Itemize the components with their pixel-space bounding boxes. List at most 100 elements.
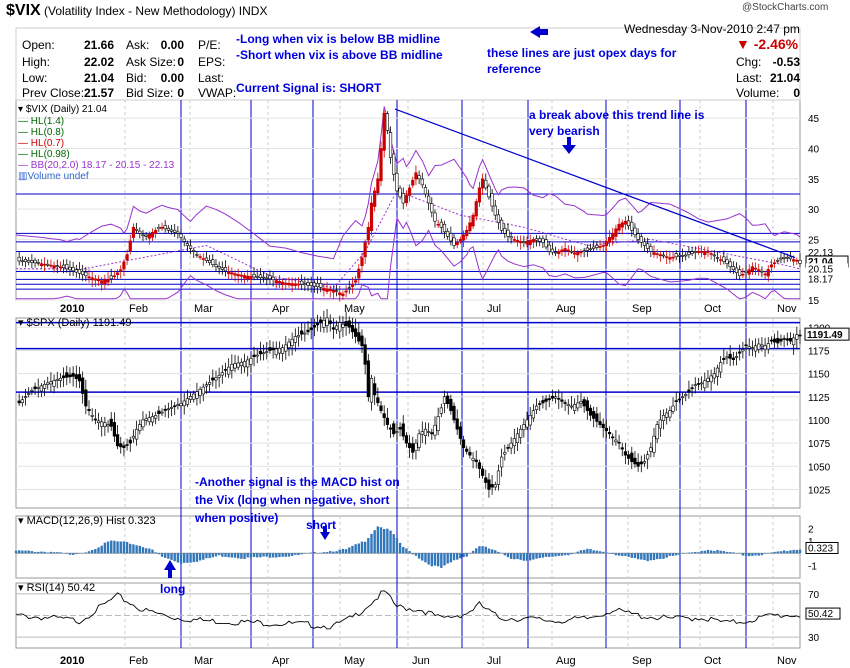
spx-candle [306, 329, 310, 333]
spx-candle [195, 391, 199, 399]
vix-candle [585, 247, 589, 251]
spx-candle [728, 353, 732, 359]
macd-hist-bar [24, 550, 27, 554]
vix-candle [252, 274, 256, 278]
macd-hist-bar [732, 552, 735, 554]
macd-hist-bar [75, 553, 78, 555]
spx-candle [357, 332, 361, 342]
vix-candle [96, 279, 101, 281]
vix-candle [334, 290, 339, 292]
macd-hist-bar [27, 550, 30, 554]
macd-hist-bar [132, 544, 135, 554]
vix-candle [769, 264, 774, 268]
spx-candle [477, 462, 482, 469]
spx-candle [658, 419, 662, 429]
vix-candle [46, 263, 50, 266]
vix-candle [538, 238, 542, 242]
month-label-bottom: 2010 [60, 655, 84, 667]
spx-last-label: 1191.49 [807, 330, 843, 341]
macd-hist-bar [519, 553, 522, 560]
macd-hist-bar [110, 540, 113, 554]
macd-hist-bar [214, 553, 218, 557]
vix-candle [315, 283, 320, 287]
rsi-last-label-box [805, 607, 841, 620]
macd-hist-bar [579, 550, 583, 554]
vix-candle [192, 250, 196, 252]
vix-candle [731, 266, 735, 270]
vix-candle [176, 231, 180, 234]
spx-candle [553, 396, 558, 399]
vix-candle [354, 280, 358, 283]
macd-hist-bar [598, 551, 602, 554]
month-label-top: Jun [412, 303, 430, 315]
macd-hist-bar [198, 553, 202, 561]
vix-candle [687, 251, 691, 255]
vix-candle [500, 219, 504, 231]
vix-candle [173, 229, 177, 233]
spx-candle [338, 322, 342, 332]
macd-hist-bar [360, 541, 364, 554]
vix-candle [233, 273, 237, 276]
vix-candle [522, 241, 526, 244]
month-label-bottom: Apr [272, 655, 289, 667]
macd-hist-bar [398, 542, 402, 554]
spx-candle [179, 402, 183, 407]
macd-hist-bar [265, 553, 268, 557]
macd-hist-bar [17, 550, 21, 554]
vix-candle [284, 282, 288, 285]
vix-candle [246, 275, 250, 280]
macd-hist-bar [649, 553, 653, 561]
spx-candle [122, 445, 126, 449]
spx-candle [303, 332, 307, 335]
macd-hist-bar [135, 545, 138, 554]
macd-hist-bar [548, 553, 551, 557]
macd-hist-bar [662, 553, 665, 559]
macd-hist-bar [557, 553, 560, 556]
macd-hist-bar [14, 550, 18, 554]
opex-arrow-icon [530, 26, 540, 38]
legend-vix-text: $VIX (Daily) 21.04 [25, 104, 107, 115]
vix-candle [706, 251, 710, 253]
macd-hist-bar [256, 553, 259, 558]
macd-hist-bar [56, 552, 59, 554]
spx-candle [487, 479, 491, 490]
macd-hist-bar [760, 553, 764, 556]
macd-hist-bar [494, 550, 497, 554]
macd-hist-bar [106, 541, 110, 554]
vix-candle [560, 249, 564, 253]
month-label-bottom: Feb [129, 655, 148, 667]
vix-candle [773, 262, 777, 265]
macd-hist-bar [405, 548, 408, 554]
spx-candle [630, 452, 634, 462]
macd-hist-bar [582, 549, 586, 554]
macd-hist-bar [532, 553, 535, 560]
spx-candle [693, 384, 697, 387]
vix-candle [715, 257, 720, 259]
vix-last-label: 22.13 [808, 248, 833, 259]
macd-hist-bar [297, 553, 300, 556]
macd-hist-bar [354, 544, 357, 554]
vix-candle [430, 203, 434, 213]
quote-label: Prev Close: [22, 86, 85, 100]
spx-candle [373, 383, 377, 396]
macd-hist-bar [427, 553, 430, 565]
spx-candle [773, 338, 777, 343]
spx-candle [249, 358, 253, 365]
spx-candle [112, 422, 116, 437]
vix-candle [614, 228, 618, 237]
annotation-opex: these lines are just opex days for [487, 46, 677, 60]
vix-candle [509, 236, 513, 239]
spx-candle [763, 345, 767, 350]
macd-hist-bar [348, 547, 351, 554]
spx-candle [17, 400, 21, 404]
vix-candle [100, 280, 104, 284]
spx-candle [211, 377, 215, 381]
vix-candle [68, 266, 72, 271]
spx-candle [411, 443, 415, 453]
macd-hist-bar [290, 553, 294, 556]
spx-candle [144, 418, 148, 421]
macd-hist-bar [586, 548, 589, 554]
macd-hist-bar [33, 552, 37, 554]
macd-hist-bar [402, 546, 405, 554]
vix-candle [55, 265, 59, 267]
